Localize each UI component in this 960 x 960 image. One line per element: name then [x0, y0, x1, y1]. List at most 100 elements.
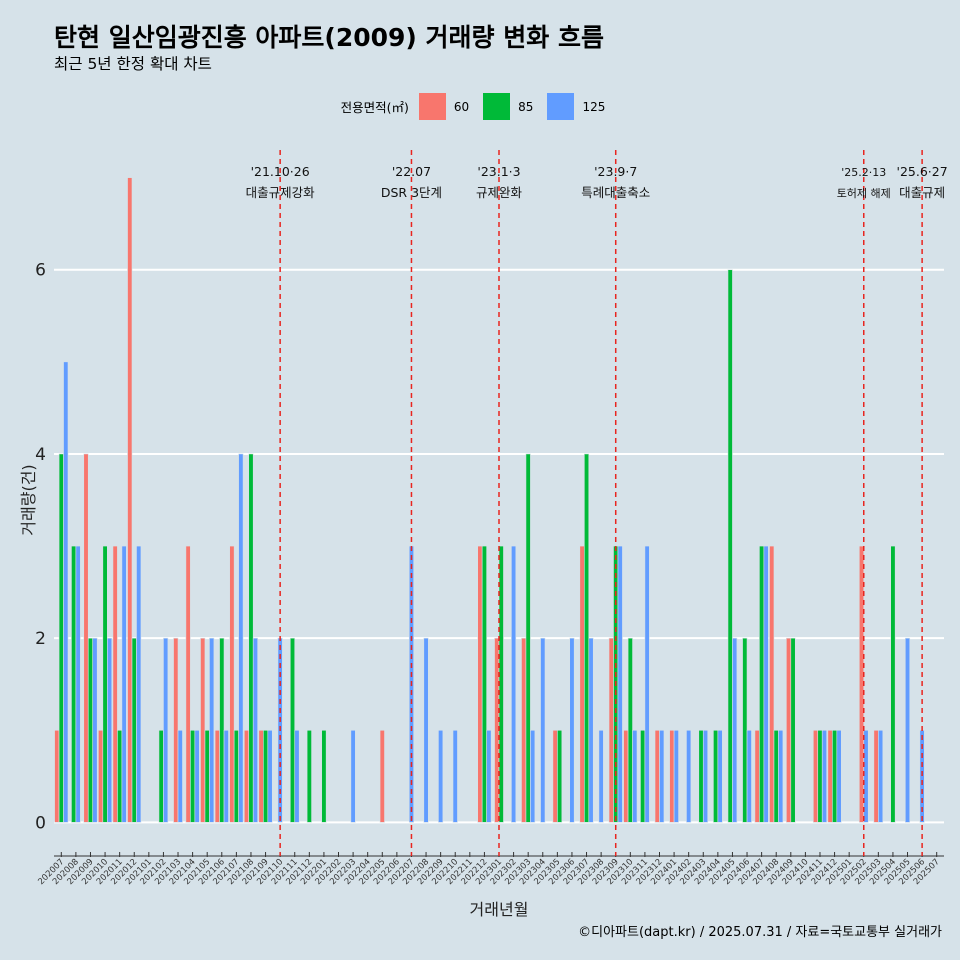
bar-60-202310	[623, 729, 629, 823]
bar-125-202403	[702, 729, 709, 823]
bar-60-202103	[173, 637, 179, 823]
bar-125-202406	[746, 729, 752, 823]
bar-85-202108	[248, 453, 254, 823]
bar-60-202107	[229, 545, 235, 823]
legend-title: 전용면적(㎡)	[340, 100, 409, 115]
bar-85-202303	[525, 453, 531, 823]
bar-60-202105	[200, 637, 206, 823]
y-tick-label: 2	[35, 629, 46, 649]
bar-85-202010	[102, 545, 108, 823]
bar-85-202305	[557, 729, 563, 823]
event-label: DSR 3단계	[381, 185, 442, 200]
bar-60-202007	[54, 729, 60, 823]
bar-60-202009	[83, 453, 89, 823]
bar-60-202303	[521, 637, 527, 823]
bar-60-202012	[127, 177, 133, 823]
bar-60-202010	[98, 729, 104, 823]
bar-125-202303	[530, 729, 536, 823]
bar-60-202401	[669, 729, 675, 823]
y-tick-label: 4	[35, 445, 46, 465]
bar-125-202411	[821, 729, 827, 823]
bar-125-202304	[540, 637, 546, 823]
bar-125-202104	[194, 729, 200, 823]
bar-125-202408	[778, 729, 784, 823]
bar-125-202407	[763, 545, 769, 823]
legend: 전용면적(㎡) 60 85 125	[0, 93, 960, 120]
bar-60-202109	[258, 729, 264, 823]
bar-125-202008	[75, 545, 81, 823]
bar-60-202412	[827, 729, 833, 823]
bar-125-202412	[836, 729, 842, 823]
bar-85-202411	[817, 729, 823, 823]
bar-125-202108	[252, 637, 258, 823]
bar-85-202112	[306, 729, 312, 823]
legend-swatch-125	[547, 93, 575, 120]
bar-60-202307	[579, 545, 585, 823]
legend-item-125: 125	[547, 93, 605, 120]
bar-125-202210	[452, 729, 458, 823]
bar-125-202109	[267, 729, 273, 823]
bar-85-202011	[117, 729, 123, 823]
bar-85-202106	[219, 637, 225, 823]
bar-125-202009	[92, 637, 98, 823]
event-date: '21.10·26	[251, 164, 310, 179]
bar-125-202106	[223, 729, 229, 823]
legend-swatch-60	[418, 93, 446, 120]
bar-60-202108	[243, 729, 250, 823]
x-axis-title: 거래년월	[470, 900, 529, 919]
bar-85-202105	[204, 729, 210, 823]
bar-85-202007	[58, 453, 64, 823]
event-date: '23.9·7	[594, 164, 637, 179]
bar-85-202409	[790, 637, 796, 823]
bar-125-202306	[569, 637, 575, 823]
bar-125-202401	[673, 729, 679, 823]
bar-125-202311	[644, 545, 650, 823]
bar-60-202407	[754, 729, 760, 823]
bar-60-202411	[812, 729, 819, 823]
bar-125-202111	[294, 729, 300, 823]
legend-label-60: 60	[453, 99, 470, 114]
event-date: '22.07	[392, 164, 431, 179]
event-label: 특례대출축소	[581, 185, 650, 200]
bar-125-202302	[511, 545, 517, 823]
bar-85-202104	[190, 729, 196, 823]
bar-125-202310	[632, 729, 638, 823]
bar-125-202502	[863, 729, 869, 823]
event-label: 토허제 해제	[837, 186, 891, 200]
bar-85-202212	[481, 545, 487, 823]
bar-85-202407	[759, 545, 765, 823]
event-label: 규제완화	[476, 185, 523, 200]
bar-85-202111	[289, 637, 296, 823]
bar-125-202012	[136, 545, 142, 823]
chart-subtitle: 최근 5년 한정 확대 차트	[54, 55, 212, 73]
bar-125-202209	[438, 729, 444, 823]
bar-85-202009	[87, 637, 94, 823]
bar-60-202205	[379, 729, 385, 823]
legend-item-60: 60	[418, 93, 470, 120]
bar-125-202007	[63, 361, 69, 823]
bar-125-202404	[717, 729, 723, 823]
bar-85-202107	[233, 729, 239, 823]
bar-85-202012	[131, 637, 137, 823]
y-tick-label: 6	[35, 261, 46, 281]
bar-125-202208	[423, 637, 429, 823]
bar-85-202504	[890, 545, 896, 823]
bar-125-202307	[588, 637, 594, 823]
bar-125-202308	[598, 729, 604, 823]
bar-85-202403	[698, 729, 704, 823]
bar-60-202104	[185, 545, 191, 823]
bar-60-202408	[769, 545, 775, 823]
event-label: 대출규제	[899, 185, 945, 200]
legend-item-85: 85	[483, 93, 533, 120]
bar-125-202312	[659, 729, 665, 823]
bar-85-202412	[832, 729, 838, 823]
bar-125-202102	[163, 637, 169, 823]
bar-125-202103	[177, 729, 183, 823]
legend-label-85: 85	[518, 99, 534, 114]
bar-60-202305	[552, 729, 558, 823]
bar-85-202405	[727, 269, 733, 823]
bar-60-202309	[608, 637, 614, 823]
bar-85-202408	[773, 729, 779, 823]
bar-125-202011	[121, 545, 127, 823]
